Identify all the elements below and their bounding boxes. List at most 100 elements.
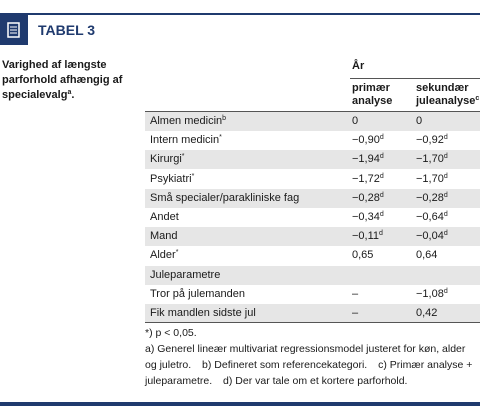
cell-text: −0,04 [416,230,444,243]
cell-value: −0,90d [352,131,384,150]
table-row: Små specialer/parakliniske fag −0,28d −0,2… [145,188,480,208]
cell-sup: d [443,172,448,180]
cell-sup: d [443,153,448,161]
bottom-rule [0,402,480,406]
cell-sup: * [191,172,195,180]
cell-value: – [352,304,358,323]
cell-text: 0 [416,115,423,127]
caption: Varighed af længste parforhold afhængig … [2,58,127,103]
cell-text: Juleparametre [150,268,221,281]
cell-value: −0,92d [416,131,448,150]
cell-text: Almen medicin [150,115,223,127]
cell-text: −0,28 [352,191,380,204]
row-label: Almen medicinb [150,112,226,131]
cell-value: −0,11d [352,227,383,246]
cell-text: Fik mandlen sidste jul [150,307,256,319]
cell-value: −0,64d [416,208,448,227]
cell-sup: b [222,115,227,122]
cell-value: 0 [352,112,358,131]
column-header: primær analyse [352,82,393,107]
row-label: Kirurgi* [150,150,185,169]
cell-text: −1,08 [416,287,444,300]
footnote-notes: a) Generel lineær multivariat regression… [145,341,475,389]
cell-text: Kirurgi [150,153,182,166]
row-label: Alder* [150,246,178,265]
cell-text: 0,64 [416,249,438,262]
cell-text: −0,64 [416,211,444,223]
row-label: Intern medicin* [150,131,222,150]
table-title: TABEL 3 [38,22,96,38]
cell-value: 0 [416,112,422,131]
cell-value: −1,08d [416,285,448,304]
column-header: sekundær juleanalysec [416,82,480,108]
cell-text: Mand [150,230,178,243]
cell-text: 0,65 [352,249,374,262]
caption-sup: a [67,89,72,96]
row-label: Tror på julemanden [150,285,245,304]
cell-text: −0,28 [416,191,444,204]
cell-text: Psykiatri [150,172,192,185]
row-label: Små specialer/parakliniske fag [150,189,299,208]
cell-sup: * [175,249,179,257]
cell-text: – [352,307,359,319]
table-row: Juleparametre [145,265,480,285]
table-row: Alder* 0,65 0,64 [145,246,480,266]
cell-value: −0,28d [352,189,384,208]
cell-sup: d [443,191,448,199]
table-icon [0,15,28,45]
top-rule [0,13,480,15]
cell-value: −1,72d [352,170,384,189]
footnote: a) Generel lineær multivariat regression… [145,343,466,371]
table-row: Almen medicinb 0 0 [145,112,480,131]
caption-end: . [71,89,75,101]
row-label: Fik mandlen sidste jul [150,304,256,323]
column-header-text: sekundær juleanalyse [416,82,476,107]
cell-text: −1,70 [416,153,444,166]
cell-text: −0,92 [416,134,444,147]
cell-text: – [352,287,359,300]
table-row: Intern medicin* −0,90d −0,92d [145,131,480,151]
cell-value: 0,42 [416,304,437,323]
caption-text: Varighed af længste parforhold afhængig … [2,59,123,101]
cell-text: −0,90 [352,134,380,147]
table-row: Tror på julemanden – −1,08d [145,284,480,304]
footnote: d) Der var tale om et kortere parforhold… [223,375,408,387]
cell-text: −1,94 [352,153,380,166]
cell-text: 0 [352,115,359,127]
cell-sup: d [379,230,383,238]
table-row: Mand −0,11d −0,04d [145,227,480,247]
cell-text: 0,42 [416,307,438,319]
footnote: c) Primær analyse + juleparametre. [145,359,473,387]
header-rule [145,111,480,112]
row-label: Psykiatri* [150,170,194,189]
cell-value: −1,94d [352,150,384,169]
cell-text: Små specialer/parakliniske fag [150,191,300,204]
cell-value: −1,70d [416,150,448,169]
cell-text: −1,70 [416,172,444,185]
cell-value: – [352,285,358,304]
cell-value: −0,28d [416,189,448,208]
column-header-sup: c [475,95,480,102]
row-label: Andet [150,208,179,227]
cell-text: Tror på julemanden [150,287,245,300]
cell-text: −0,11 [352,230,380,243]
cell-sup: d [379,211,384,218]
footnote-significance: *) p < 0,05. [145,327,197,339]
cell-text: Intern medicin [150,134,220,147]
cell-sup: * [219,134,222,142]
footnotes: *) p < 0,05. a) Generel lineær multivari… [145,325,475,389]
cell-text: −0,34 [352,211,380,223]
table-row: Psykiatri* −1,72d −1,70d [145,169,480,189]
cell-sup: d [443,230,448,238]
cell-value: 0,65 [352,246,373,265]
cell-value: −0,04d [416,227,448,246]
group-rule [350,78,480,79]
table-bottom-rule [145,322,480,323]
cell-sup: d [379,153,384,161]
cell-sup: d [443,211,448,218]
cell-text: Andet [150,211,179,223]
footnote: b) Defineret som referencekategori. [202,359,368,371]
cell-text: Alder [150,249,176,262]
cell-sup: d [379,191,384,199]
